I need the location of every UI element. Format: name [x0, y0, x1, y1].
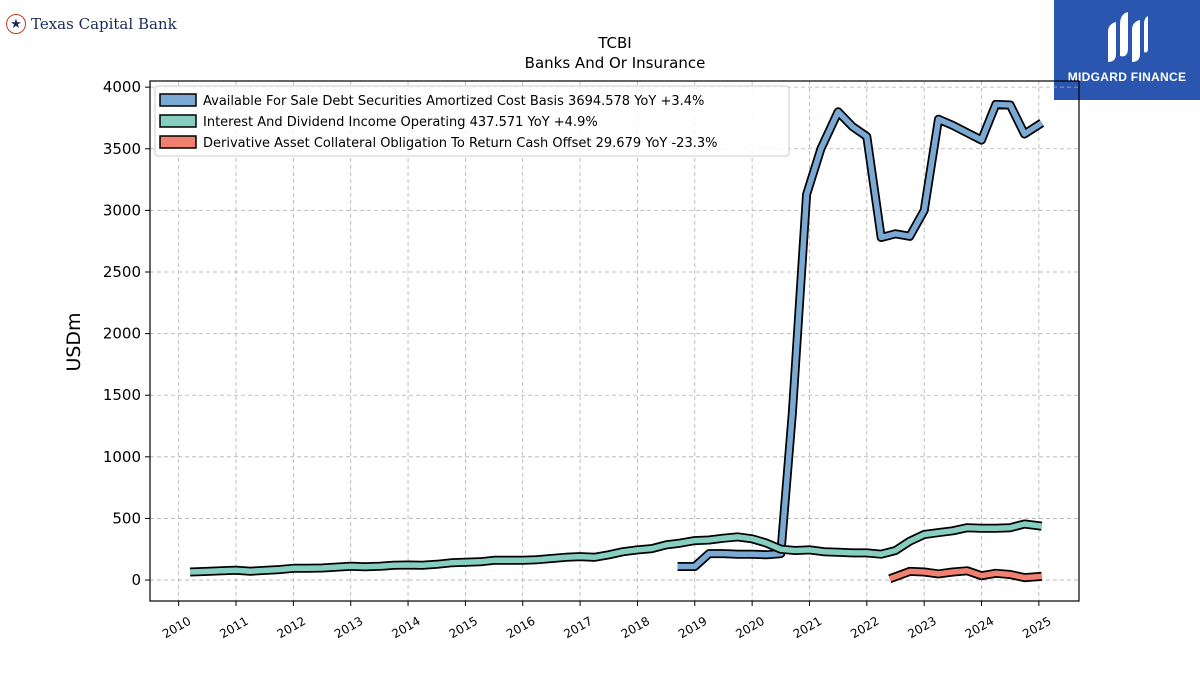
y-tick-label: 3500: [103, 140, 141, 158]
x-tick-label: 2022: [848, 614, 881, 641]
x-tick-label: 2013: [332, 614, 365, 641]
series-outline-0: [677, 99, 1045, 571]
y-tick-label: 1000: [103, 448, 141, 466]
texas-capital-bank-logo: ★ Texas Capital Bank: [6, 12, 177, 36]
chart-subtitle: Banks And Or Insurance: [525, 54, 706, 72]
y-tick-label: 2000: [103, 325, 141, 343]
x-tick-label: 2016: [504, 614, 537, 641]
series-outline-1: [189, 519, 1043, 577]
chart-title: TCBI: [597, 34, 631, 52]
x-tick-label: 2024: [963, 614, 996, 641]
legend-label-0: Available For Sale Debt Securities Amort…: [203, 94, 704, 109]
x-tick-label: 2021: [791, 614, 824, 641]
y-tick-label: 500: [112, 509, 141, 527]
legend-label-1: Interest And Dividend Income Operating 4…: [203, 115, 598, 130]
legend-frame: [154, 85, 790, 157]
legend-swatch-0: [159, 93, 197, 107]
midgard-finance-logo: MIDGARD FINANCE: [1054, 0, 1200, 100]
grid: [150, 81, 1079, 601]
y-tick-label: 2500: [103, 263, 141, 281]
series-lines: [189, 99, 1045, 584]
bank-name: Texas Capital Bank: [31, 15, 177, 33]
y-tick-label: 1500: [103, 386, 141, 404]
series-line-1: [190, 521, 1043, 575]
y-tick-label: 4000: [103, 78, 141, 96]
legend: Available For Sale Debt Securities Amort…: [154, 85, 790, 157]
star-icon: ★: [6, 14, 26, 34]
x-tick-label: 2010: [160, 614, 193, 641]
legend-label-2: Derivative Asset Collateral Obligation T…: [203, 136, 717, 151]
legend-swatch-2: [159, 135, 197, 149]
legend-swatch-1: [159, 114, 197, 128]
y-tick-label: 0: [131, 571, 141, 589]
midgard-mark-icon: [1108, 12, 1148, 62]
y-axis-label: USDm: [63, 312, 85, 371]
x-tick-label: 2014: [389, 614, 422, 641]
x-tick-label: 2017: [561, 614, 594, 641]
series-line-2: [888, 568, 1042, 582]
x-tick-label: 2012: [275, 614, 308, 641]
x-tick-label: 2023: [905, 614, 938, 641]
plot-frame: [149, 80, 1080, 602]
x-tick-label: 2025: [1020, 614, 1053, 641]
y-tick-label: 3000: [103, 201, 141, 219]
series-line-0: [677, 101, 1044, 570]
x-tick-label: 2018: [619, 614, 652, 641]
x-tick-label: 2015: [447, 614, 480, 641]
x-tick-label: 2020: [733, 614, 766, 641]
midgard-logo-text: MIDGARD FINANCE: [1067, 70, 1187, 84]
x-tick-label: 2011: [217, 614, 250, 641]
x-tick-label: 2019: [676, 614, 709, 641]
axis-ticks: 0 500 1000 1500 2000 2500 3000 3500 4000 2010 2011…: [103, 78, 1054, 641]
